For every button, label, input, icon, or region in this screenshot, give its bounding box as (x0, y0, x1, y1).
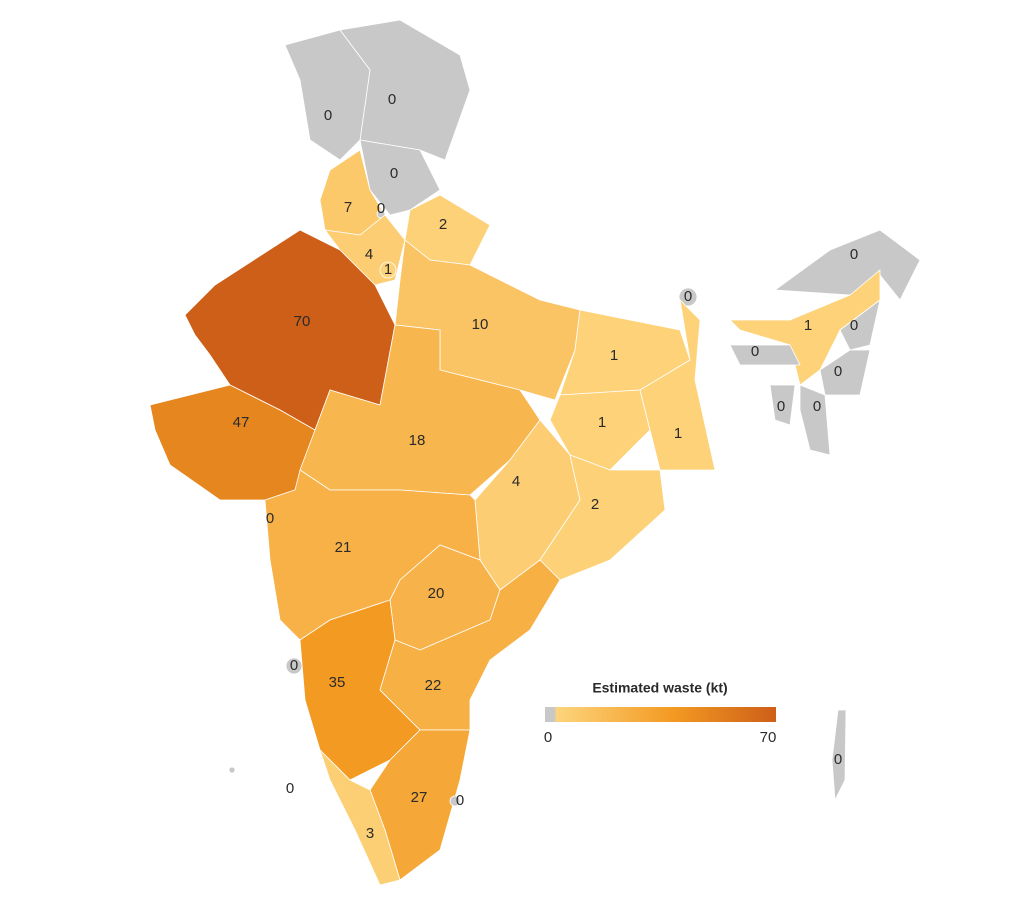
region-value-label: 0 (850, 317, 858, 334)
region-value-label: 1 (384, 261, 392, 278)
region (831, 709, 847, 802)
legend-tick-label: 0 (544, 729, 552, 746)
legend-tick-label: 70 (760, 729, 777, 746)
legend-title: Estimated waste (kt) (592, 680, 727, 696)
region-value-label: 1 (804, 317, 812, 334)
region-value-label: 1 (610, 347, 618, 364)
region-value-label: 0 (834, 751, 842, 768)
region-value-label: 0 (850, 246, 858, 263)
region-value-label: 0 (266, 510, 274, 527)
region-value-label: 0 (290, 657, 298, 674)
region (319, 749, 401, 886)
region-value-label: 70 (294, 313, 311, 330)
region-value-label: 0 (813, 398, 821, 415)
region-value-label: 0 (834, 363, 842, 380)
region-value-label: 35 (329, 674, 346, 691)
region-value-label: 0 (777, 398, 785, 415)
region-value-label: 10 (472, 316, 489, 333)
region-value-label: 0 (456, 792, 464, 809)
region-value-label: 0 (684, 288, 692, 305)
region (729, 344, 801, 366)
region-value-label: 18 (409, 432, 426, 449)
region-value-label: 0 (286, 780, 294, 797)
region-value-label: 4 (365, 246, 373, 263)
region (379, 261, 397, 279)
region (284, 29, 371, 161)
region-value-label: 7 (344, 199, 352, 216)
region (769, 384, 796, 426)
region (678, 287, 698, 307)
region (639, 298, 716, 471)
region (839, 299, 881, 351)
region-value-label: 27 (411, 789, 428, 806)
region-value-label: 1 (674, 425, 682, 442)
region (773, 229, 921, 301)
region-value-label: 0 (388, 91, 396, 108)
legend-bar (545, 707, 776, 722)
region-value-label: 0 (390, 165, 398, 182)
region-value-label: 2 (439, 216, 447, 233)
regions (149, 19, 921, 886)
region-value-label: 20 (428, 585, 445, 602)
region (228, 766, 236, 774)
region-value-label: 0 (377, 200, 385, 217)
region-value-label: 3 (366, 825, 374, 842)
region (819, 349, 871, 396)
region-value-label: 1 (598, 414, 606, 431)
region-value-label: 0 (751, 343, 759, 360)
region (449, 795, 461, 807)
region-value-label: 2 (591, 496, 599, 513)
region-value-label: 21 (335, 539, 352, 556)
region-value-label: 0 (324, 107, 332, 124)
region (379, 559, 561, 731)
region (799, 384, 831, 456)
region-value-label: 4 (512, 473, 520, 490)
region-value-label: 47 (233, 414, 250, 431)
region-value-label: 22 (425, 677, 442, 694)
